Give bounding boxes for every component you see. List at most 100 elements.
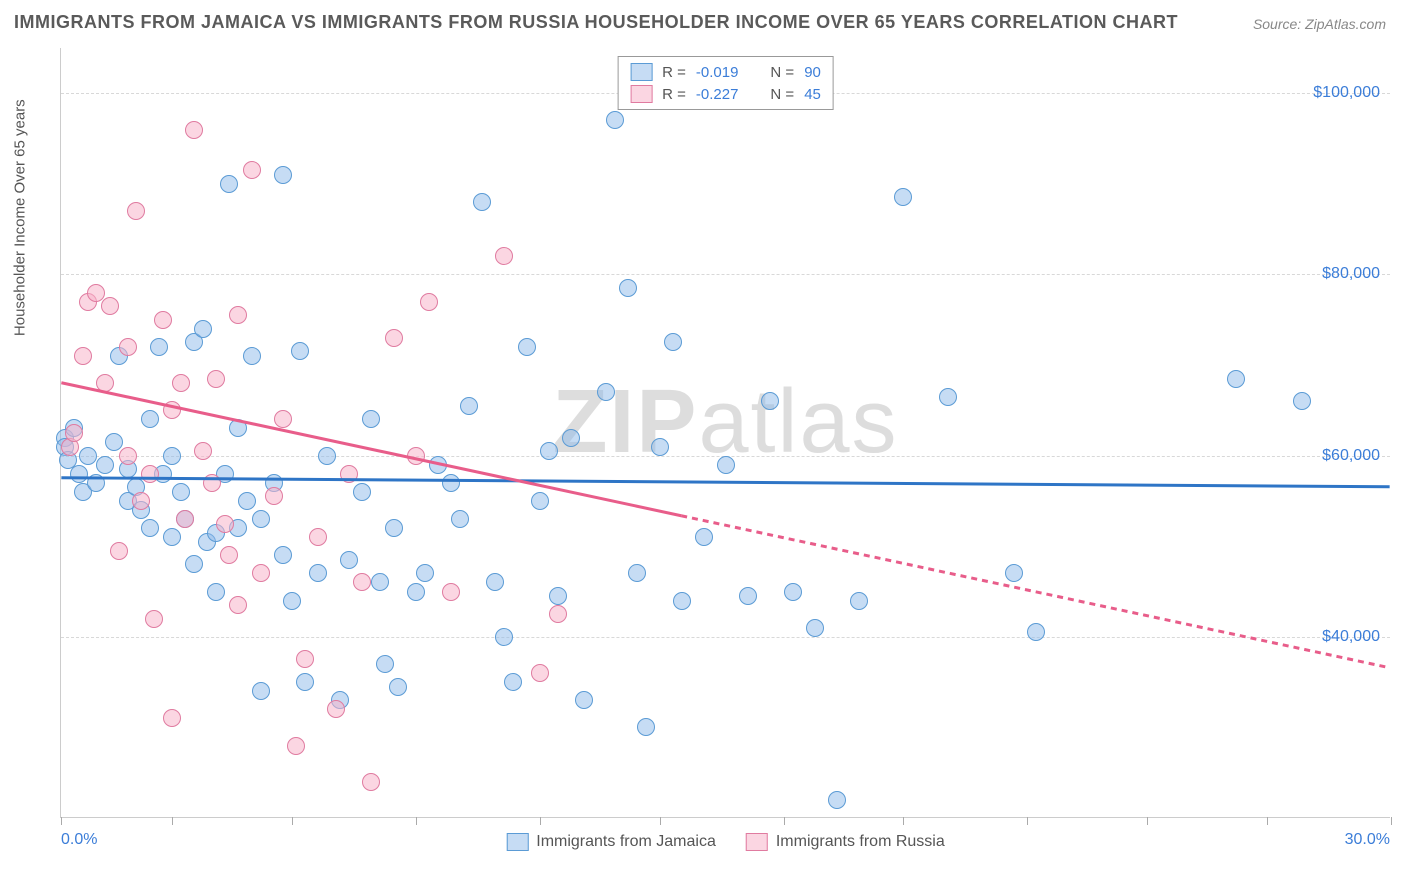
data-point-russia [265, 487, 283, 505]
data-point-russia [442, 583, 460, 601]
data-point-jamaica [562, 429, 580, 447]
data-point-jamaica [70, 465, 88, 483]
x-tick [540, 817, 541, 825]
r-label: R = [662, 86, 686, 103]
legend-row-russia: R = -0.227 N = 45 [630, 83, 821, 105]
y-axis-label: Householder Income Over 65 years [12, 99, 29, 336]
data-point-russia [154, 311, 172, 329]
watermark-bold: ZIP [552, 372, 698, 472]
data-point-russia [185, 121, 203, 139]
r-value-jamaica: -0.019 [696, 64, 739, 81]
n-label: N = [770, 86, 794, 103]
data-point-russia [65, 424, 83, 442]
data-point-jamaica [442, 474, 460, 492]
data-point-jamaica [575, 691, 593, 709]
data-point-jamaica [376, 655, 394, 673]
data-point-russia [362, 773, 380, 791]
x-tick [1147, 817, 1148, 825]
x-tick [292, 817, 293, 825]
data-point-jamaica [531, 492, 549, 510]
y-tick-label: $40,000 [1322, 628, 1380, 646]
series-legend: Immigrants from Jamaica Immigrants from … [506, 833, 945, 851]
data-point-jamaica [87, 474, 105, 492]
x-tick [903, 817, 904, 825]
data-point-jamaica [606, 111, 624, 129]
swatch-russia [630, 85, 652, 103]
data-point-jamaica [220, 175, 238, 193]
data-point-russia [145, 610, 163, 628]
data-point-jamaica [939, 388, 957, 406]
data-point-jamaica [717, 456, 735, 474]
data-point-jamaica [739, 587, 757, 605]
data-point-russia [309, 528, 327, 546]
y-tick-label: $100,000 [1313, 84, 1380, 102]
data-point-jamaica [150, 338, 168, 356]
data-point-jamaica [673, 592, 691, 610]
swatch-jamaica [630, 63, 652, 81]
data-point-jamaica [597, 383, 615, 401]
data-point-russia [220, 546, 238, 564]
data-point-russia [549, 605, 567, 623]
x-axis-min-label: 0.0% [61, 831, 97, 849]
series-label-jamaica: Immigrants from Jamaica [536, 833, 716, 851]
gridline [61, 274, 1390, 275]
data-point-russia [110, 542, 128, 560]
x-tick [660, 817, 661, 825]
swatch-russia-bottom [746, 833, 768, 851]
data-point-jamaica [549, 587, 567, 605]
data-point-russia [163, 401, 181, 419]
data-point-jamaica [389, 678, 407, 696]
data-point-jamaica [1027, 623, 1045, 641]
data-point-jamaica [385, 519, 403, 537]
data-point-russia [243, 161, 261, 179]
data-point-jamaica [651, 438, 669, 456]
data-point-jamaica [229, 419, 247, 437]
data-point-jamaica [163, 447, 181, 465]
x-tick [1267, 817, 1268, 825]
x-tick [1391, 817, 1392, 825]
data-point-jamaica [473, 193, 491, 211]
swatch-jamaica-bottom [506, 833, 528, 851]
n-value-jamaica: 90 [804, 64, 821, 81]
data-point-russia [216, 515, 234, 533]
legend-item-jamaica: Immigrants from Jamaica [506, 833, 716, 851]
n-value-russia: 45 [804, 86, 821, 103]
data-point-jamaica [291, 342, 309, 360]
r-label: R = [662, 64, 686, 81]
data-point-jamaica [407, 583, 425, 601]
data-point-russia [74, 347, 92, 365]
data-point-jamaica [451, 510, 469, 528]
data-point-jamaica [416, 564, 434, 582]
x-axis-max-label: 30.0% [1345, 831, 1390, 849]
data-point-jamaica [460, 397, 478, 415]
data-point-jamaica [141, 410, 159, 428]
data-point-jamaica [296, 673, 314, 691]
x-tick [416, 817, 417, 825]
data-point-jamaica [340, 551, 358, 569]
data-point-jamaica [495, 628, 513, 646]
data-point-jamaica [828, 791, 846, 809]
x-tick [1027, 817, 1028, 825]
data-point-russia [194, 442, 212, 460]
data-point-russia [385, 329, 403, 347]
data-point-jamaica [194, 320, 212, 338]
data-point-russia [531, 664, 549, 682]
data-point-russia [176, 510, 194, 528]
data-point-russia [327, 700, 345, 718]
data-point-jamaica [664, 333, 682, 351]
data-point-jamaica [252, 510, 270, 528]
x-tick [784, 817, 785, 825]
series-label-russia: Immigrants from Russia [776, 833, 945, 851]
data-point-russia [96, 374, 114, 392]
data-point-jamaica [486, 573, 504, 591]
data-point-jamaica [243, 347, 261, 365]
data-point-jamaica [318, 447, 336, 465]
data-point-jamaica [238, 492, 256, 510]
data-point-jamaica [163, 528, 181, 546]
data-point-jamaica [806, 619, 824, 637]
data-point-russia [163, 709, 181, 727]
data-point-russia [132, 492, 150, 510]
data-point-jamaica [274, 546, 292, 564]
data-point-jamaica [695, 528, 713, 546]
data-point-jamaica [518, 338, 536, 356]
